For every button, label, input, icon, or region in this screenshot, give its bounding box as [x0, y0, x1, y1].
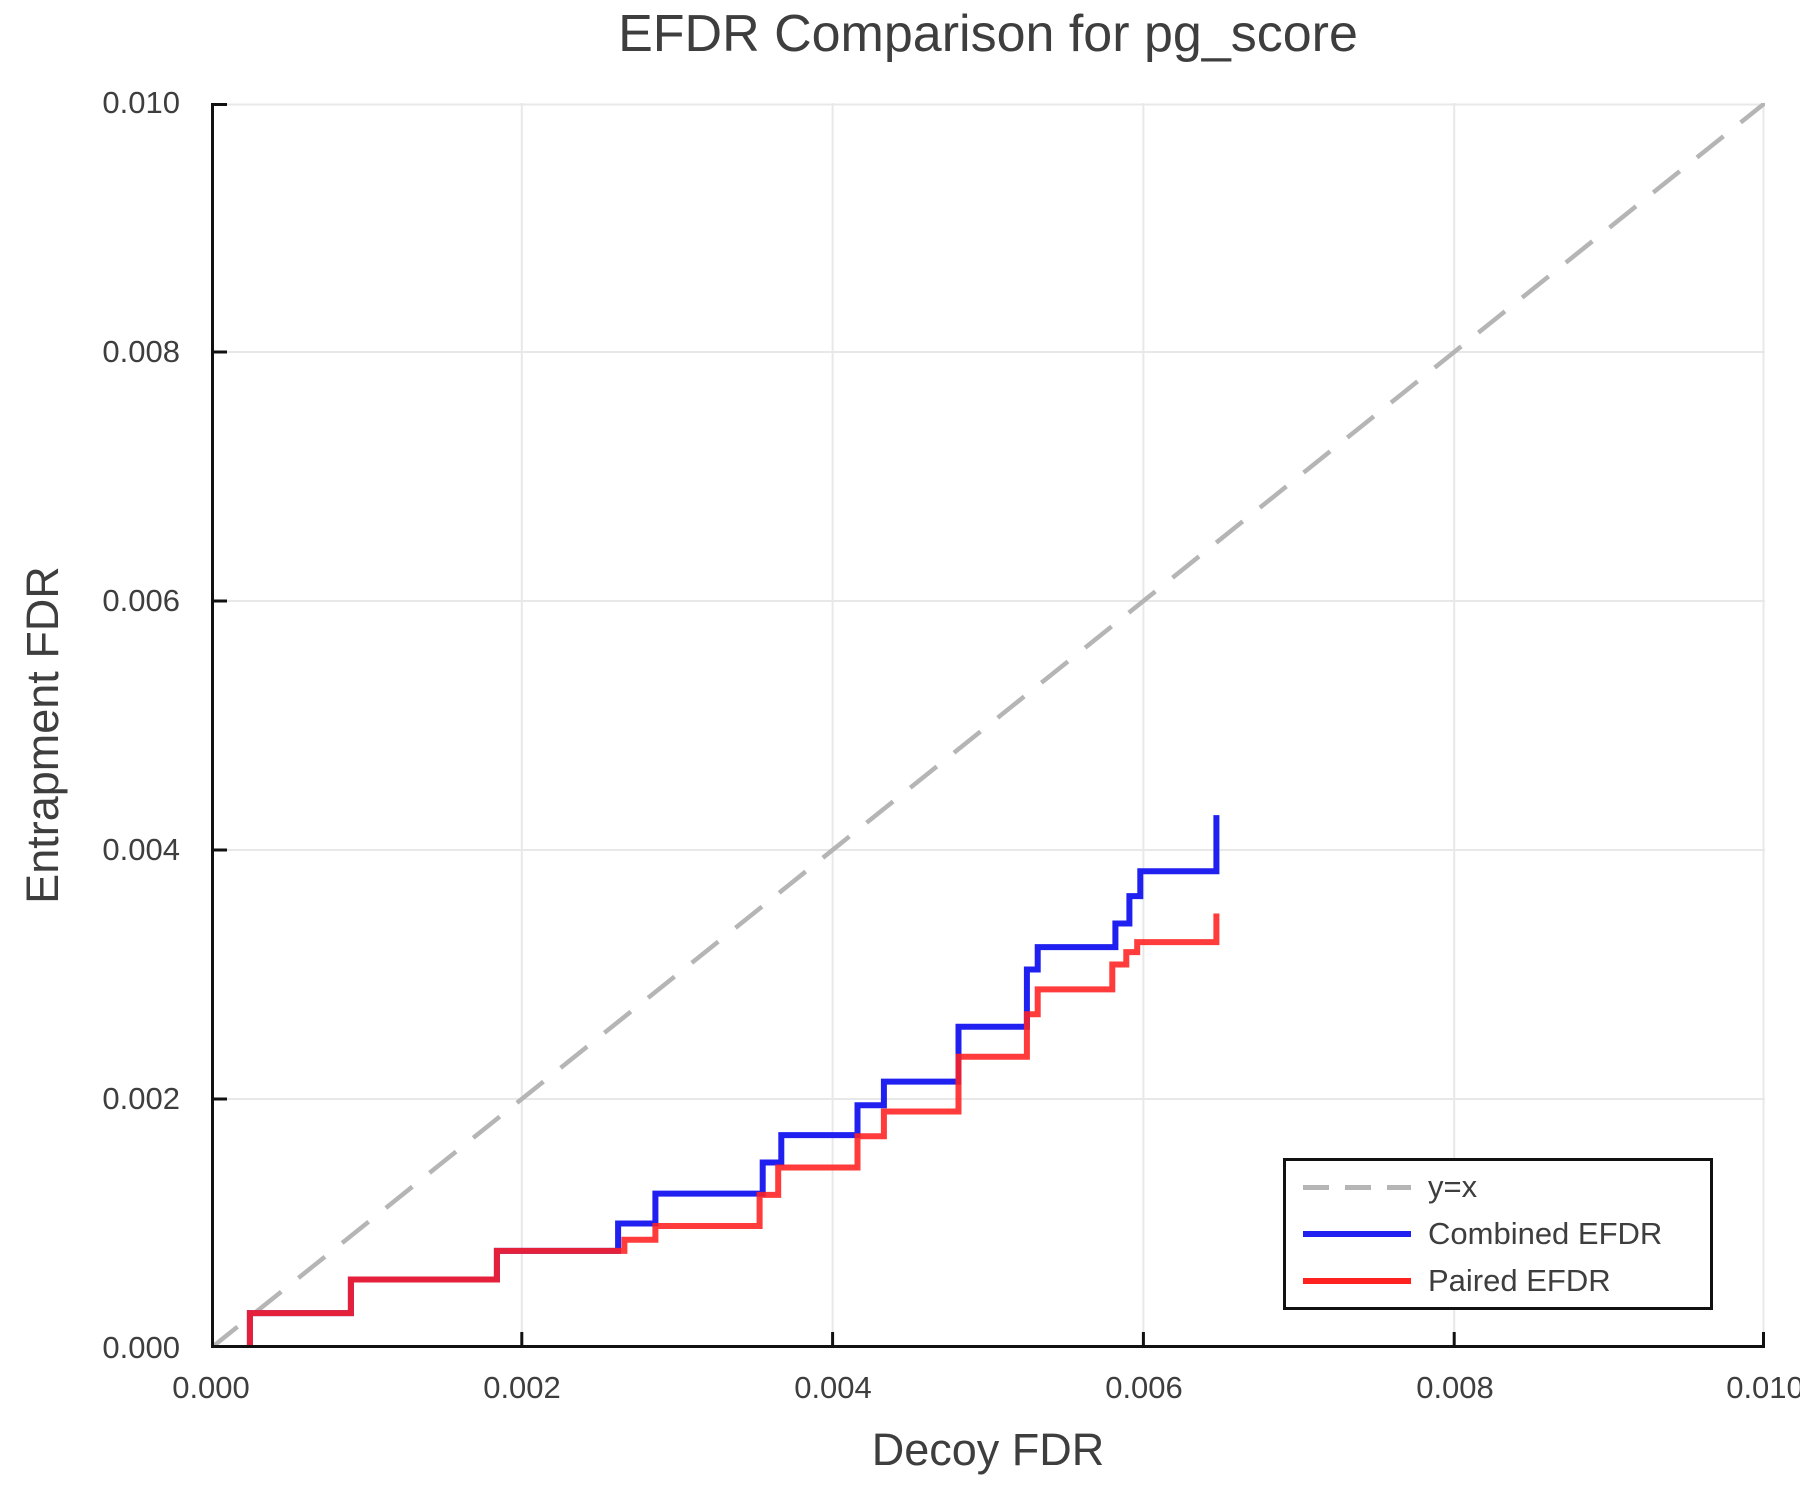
y-tick-label: 0.010: [102, 85, 180, 120]
y-tick-label: 0.008: [102, 334, 180, 369]
x-tick-label: 0.006: [1105, 1370, 1183, 1405]
x-axis-label: Decoy FDR: [871, 1424, 1105, 1475]
plot-area: [211, 103, 1765, 1348]
y-tick-label: 0.000: [102, 1330, 180, 1365]
chart-title: EFDR Comparison for pg_score: [618, 5, 1358, 63]
legend-item-combined: Combined EFDR: [1286, 1211, 1710, 1258]
legend-item-identity: y=x: [1286, 1164, 1710, 1211]
legend-label: Combined EFDR: [1428, 1216, 1663, 1251]
x-tick-label: 0.008: [1416, 1370, 1494, 1405]
y-tick-label: 0.002: [102, 1081, 180, 1116]
x-tick-label: 0.000: [172, 1370, 250, 1405]
legend-box: y=x Combined EFDR Paired EFDR: [1283, 1158, 1713, 1310]
axis-spines: [211, 103, 1765, 1348]
y-axis-label: Entrapment FDR: [17, 566, 68, 904]
legend-label: y=x: [1428, 1169, 1478, 1204]
x-tick-label: 0.010: [1726, 1370, 1800, 1405]
paired-line-sample: [1303, 1278, 1411, 1284]
gridlines: [211, 103, 1765, 1348]
y-tick-label: 0.006: [102, 583, 180, 618]
series-combined-efdr: [211, 815, 1220, 1348]
legend-label: Paired EFDR: [1428, 1263, 1611, 1298]
identity-line-sample: [1303, 1184, 1411, 1190]
legend-item-paired: Paired EFDR: [1286, 1258, 1710, 1305]
combined-line-sample: [1303, 1231, 1411, 1237]
series-paired-efdr: [211, 913, 1220, 1348]
y-tick-label: 0.004: [102, 832, 180, 867]
x-tick-label: 0.002: [483, 1370, 561, 1405]
series-group: [211, 103, 1765, 1348]
x-tick-label: 0.004: [794, 1370, 872, 1405]
